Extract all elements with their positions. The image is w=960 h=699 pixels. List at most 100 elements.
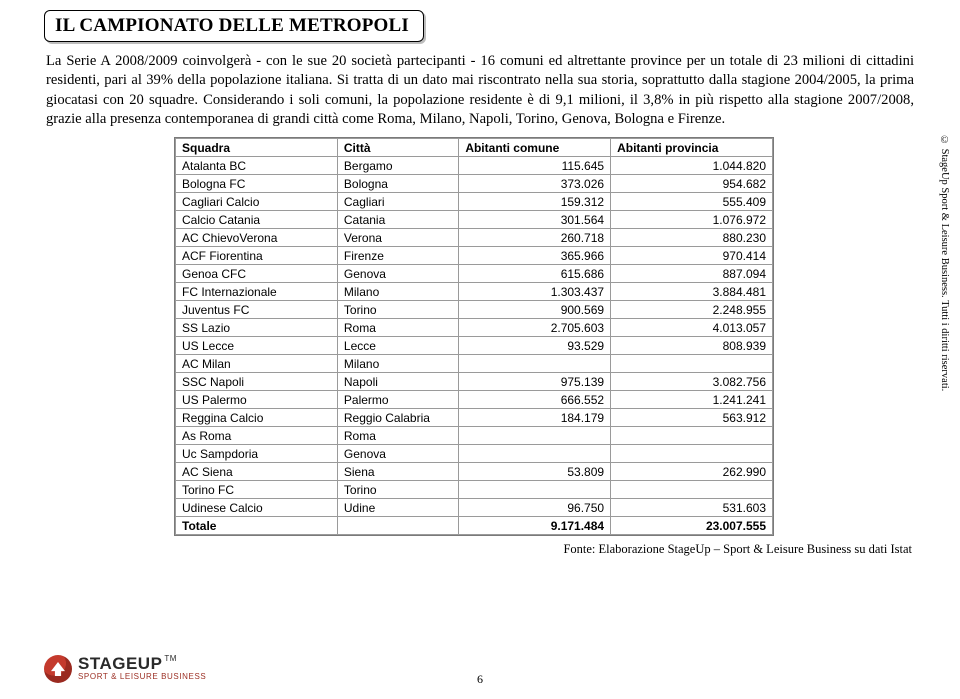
table-cell: Lecce	[337, 337, 458, 355]
table-cell: Bologna	[337, 175, 458, 193]
table-cell: Reggina Calcio	[176, 409, 338, 427]
logo-tagline: SPORT & LEISURE BUSINESS	[78, 673, 206, 681]
table-row: Calcio CataniaCatania301.5641.076.972	[176, 211, 773, 229]
logo-mark-icon	[44, 655, 72, 683]
table-row: FC InternazionaleMilano1.303.4373.884.48…	[176, 283, 773, 301]
table-cell: 96.750	[459, 499, 611, 517]
table-cell: 900.569	[459, 301, 611, 319]
table-cell: Reggio Calabria	[337, 409, 458, 427]
table-row: US PalermoPalermo666.5521.241.241	[176, 391, 773, 409]
table-cell: Milano	[337, 283, 458, 301]
table-cell: As Roma	[176, 427, 338, 445]
table-cell: 1.044.820	[611, 157, 773, 175]
table-row: Bologna FCBologna373.026954.682	[176, 175, 773, 193]
table-cell: 373.026	[459, 175, 611, 193]
table-cell: 880.230	[611, 229, 773, 247]
table-row: SSC NapoliNapoli975.1393.082.756	[176, 373, 773, 391]
table-cell: 970.414	[611, 247, 773, 265]
table-cell: US Lecce	[176, 337, 338, 355]
table-cell	[459, 445, 611, 463]
table-row: ACF FiorentinaFirenze365.966970.414	[176, 247, 773, 265]
table-total-cell: 23.007.555	[611, 517, 773, 535]
table-cell: 3.884.481	[611, 283, 773, 301]
table-cell: Torino FC	[176, 481, 338, 499]
table-cell: Atalanta BC	[176, 157, 338, 175]
table-cell: Genova	[337, 445, 458, 463]
table-cell: ACF Fiorentina	[176, 247, 338, 265]
col-header-citta: Città	[337, 139, 458, 157]
table-total-cell: Totale	[176, 517, 338, 535]
table-cell: 2.705.603	[459, 319, 611, 337]
table-cell: 184.179	[459, 409, 611, 427]
table-row: Cagliari CalcioCagliari159.312555.409	[176, 193, 773, 211]
table-row: AC SienaSiena53.809262.990	[176, 463, 773, 481]
col-header-abitanti-comune: Abitanti comune	[459, 139, 611, 157]
table-row: Reggina CalcioReggio Calabria184.179563.…	[176, 409, 773, 427]
table-cell: Napoli	[337, 373, 458, 391]
table-cell: SS Lazio	[176, 319, 338, 337]
table-cell: Cagliari Calcio	[176, 193, 338, 211]
table-row: Torino FCTorino	[176, 481, 773, 499]
table-cell: 666.552	[459, 391, 611, 409]
table-cell: SSC Napoli	[176, 373, 338, 391]
table-cell: Udine	[337, 499, 458, 517]
table-cell: 555.409	[611, 193, 773, 211]
source-note: Fonte: Elaborazione StageUp – Sport & Le…	[44, 542, 912, 557]
table-cell: 260.718	[459, 229, 611, 247]
logo-tm: TM	[164, 655, 177, 663]
table-row: Juventus FCTorino900.5692.248.955	[176, 301, 773, 319]
table-total-cell: 9.171.484	[459, 517, 611, 535]
table-total-row: Totale 9.171.48423.007.555	[176, 517, 773, 535]
table-cell: Genova	[337, 265, 458, 283]
table-total-cell	[337, 517, 458, 535]
table-row: Genoa CFCGenova615.686887.094	[176, 265, 773, 283]
table-cell: Bergamo	[337, 157, 458, 175]
table-cell: 531.603	[611, 499, 773, 517]
table-cell: 615.686	[459, 265, 611, 283]
table-cell: AC Siena	[176, 463, 338, 481]
table-cell: 4.013.057	[611, 319, 773, 337]
table-header-row: Squadra Città Abitanti comune Abitanti p…	[176, 139, 773, 157]
team-table: Squadra Città Abitanti comune Abitanti p…	[174, 137, 774, 536]
table-cell	[611, 445, 773, 463]
table-cell: Roma	[337, 319, 458, 337]
table-cell: Uc Sampdoria	[176, 445, 338, 463]
table-cell: 365.966	[459, 247, 611, 265]
table-cell: Udinese Calcio	[176, 499, 338, 517]
table-row: Udinese CalcioUdine96.750531.603	[176, 499, 773, 517]
table-row: Atalanta BCBergamo115.6451.044.820	[176, 157, 773, 175]
table-cell: Siena	[337, 463, 458, 481]
col-header-abitanti-provincia: Abitanti provincia	[611, 139, 773, 157]
table-cell: Roma	[337, 427, 458, 445]
table-cell: 262.990	[611, 463, 773, 481]
table-row: AC ChievoVeronaVerona260.718880.230	[176, 229, 773, 247]
table-cell: Cagliari	[337, 193, 458, 211]
table-cell: 53.809	[459, 463, 611, 481]
table-cell	[611, 481, 773, 499]
table-cell: 3.082.756	[611, 373, 773, 391]
table-cell: 115.645	[459, 157, 611, 175]
table-row: Uc SampdoriaGenova	[176, 445, 773, 463]
table-row: SS LazioRoma2.705.6034.013.057	[176, 319, 773, 337]
table-cell: Genoa CFC	[176, 265, 338, 283]
table-cell: 887.094	[611, 265, 773, 283]
table-row: As RomaRoma	[176, 427, 773, 445]
table-cell: 93.529	[459, 337, 611, 355]
table-cell: Juventus FC	[176, 301, 338, 319]
table-cell: Catania	[337, 211, 458, 229]
table-cell: 975.139	[459, 373, 611, 391]
section-title: IL CAMPIONATO DELLE METROPOLI	[44, 10, 424, 42]
table-cell: Palermo	[337, 391, 458, 409]
table-cell: Verona	[337, 229, 458, 247]
col-header-squadra: Squadra	[176, 139, 338, 157]
table-cell: Torino	[337, 481, 458, 499]
table-cell: 808.939	[611, 337, 773, 355]
table-cell: FC Internazionale	[176, 283, 338, 301]
table-cell: 301.564	[459, 211, 611, 229]
table-cell: US Palermo	[176, 391, 338, 409]
table-cell: Bologna FC	[176, 175, 338, 193]
table-cell: AC ChievoVerona	[176, 229, 338, 247]
table-cell: 2.248.955	[611, 301, 773, 319]
table-cell: Milano	[337, 355, 458, 373]
table-cell	[611, 355, 773, 373]
